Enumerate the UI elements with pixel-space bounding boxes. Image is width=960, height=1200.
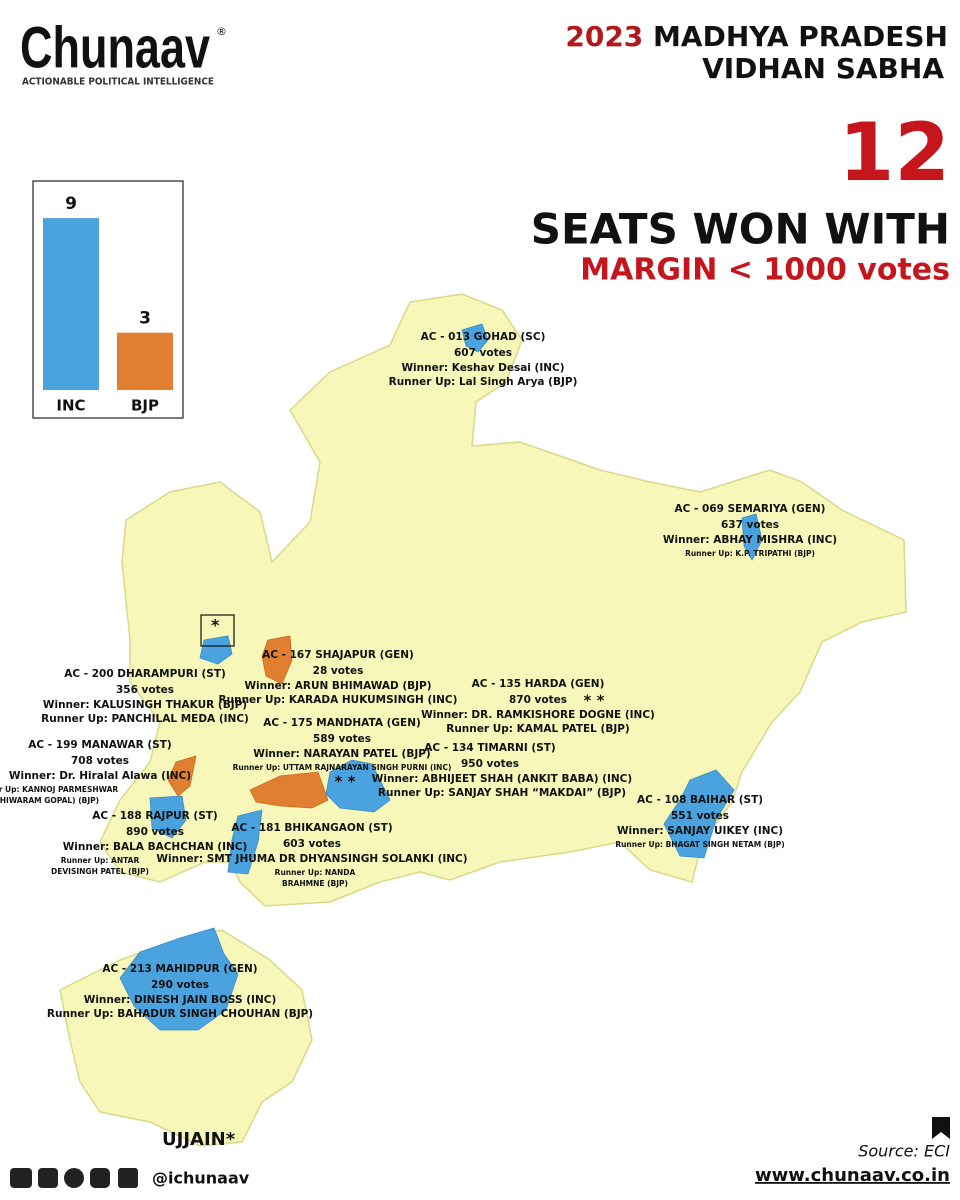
value-label: 3	[139, 309, 151, 329]
seat-shajapur	[261, 635, 293, 685]
seat-margin: 637 votes	[721, 519, 779, 531]
seat-runner-up: BRAHMNE (BJP)	[282, 879, 348, 888]
icon-instagram[interactable]	[90, 1168, 110, 1188]
seat-name: AC - 167 SHAJAPUR (GEN)	[262, 649, 414, 661]
seat-bhikangaon	[227, 809, 263, 875]
seat-margin: 551 votes	[671, 810, 729, 822]
seat-winner: Winner: DINESH JAIN BOSS (INC)	[84, 994, 277, 1006]
seat-margin: 356 votes	[116, 684, 174, 696]
seat-name: AC - 135 HARDA (GEN)	[472, 678, 605, 690]
value-label: 9	[65, 194, 77, 214]
seat-runner-up: Runner Up: PANCHILAL MEDA (INC)	[41, 713, 249, 725]
seat-winner: Winner: SMT JHUMA DR DHYANSINGH SOLANKI …	[156, 853, 467, 865]
seat-name: AC - 108 BAIHAR (ST)	[637, 794, 763, 806]
seat-margin: 589 votes	[313, 733, 371, 745]
bar	[43, 218, 99, 390]
seat-name: AC - 199 MANAWAR (ST)	[28, 739, 171, 751]
seat-margin: 708 votes	[71, 755, 129, 767]
seat-runner-up: DEVISINGH PATEL (BJP)	[51, 867, 149, 876]
seat-winner: Winner: Keshav Desai (INC)	[401, 362, 564, 374]
seat-name: AC - 213 MAHIDPUR (GEN)	[102, 963, 257, 975]
seat-runner-up: Runner Up: K.P. TRIPATHI (BJP)	[685, 549, 815, 558]
seat-runner-up: Runner Up: NANDA	[275, 868, 356, 877]
harda-stars: * *	[584, 692, 605, 710]
seat-margin: 607 votes	[454, 347, 512, 359]
title-line1: 2023 MADHYA PRADESH	[565, 20, 948, 53]
seat-semariya	[741, 513, 763, 561]
map: * * * * *	[59, 293, 907, 1147]
seat-winner: Winner: KALUSINGH THAKUR (BJP)	[43, 699, 247, 711]
seat-runner-up: Runner Up: UTTAM RAJNARAYAN SINGH PURNI …	[233, 763, 452, 772]
seat-margin: 603 votes	[283, 838, 341, 850]
category-label: BJP	[131, 397, 159, 415]
seat-winner: Winner: BALA BACHCHAN (INC)	[63, 841, 248, 853]
seat-margin: 950 votes	[461, 758, 519, 770]
seat-runner-up: Runner Up: ANTAR	[61, 856, 140, 865]
seat-winner: Winner: Dr. Hiralal Alawa (INC)	[9, 770, 191, 782]
headline-line1: SEATS WON WITH	[531, 205, 950, 254]
seat-rajpur	[149, 795, 187, 839]
seat-name: AC - 175 MANDHATA (GEN)	[263, 717, 421, 729]
seat-winner: Winner: SANJAY UIKEY (INC)	[617, 825, 783, 837]
map-stars: * *	[335, 773, 356, 791]
seat-runner-up: Runner Up: BHAGAT SINGH NETAM (BJP)	[615, 840, 784, 849]
box-star: *	[211, 616, 220, 635]
seat-winner: Winner: NARAYAN PATEL (BJP)	[253, 748, 431, 760]
bookmark-icon	[932, 1117, 950, 1139]
seat-mahidpur	[119, 927, 239, 1031]
highlight-box	[200, 614, 235, 647]
brand: Chunaav	[20, 15, 210, 80]
seat-runner-up: Runner Up: SANJAY SHAH “MAKDAI” (BJP)	[378, 787, 626, 799]
title-line2: VIDHAN SABHA	[702, 52, 944, 85]
seat-name: AC - 069 SEMARIYA (GEN)	[675, 503, 826, 515]
seat-runner-up: Runner Up: KARADA HUKUMSINGH (INC)	[219, 694, 458, 706]
seat-runner-up: (SHIWARAM GOPAL) (BJP)	[0, 796, 99, 805]
seat-winner: Winner: DR. RAMKISHORE DOGNE (INC)	[421, 709, 655, 721]
headline-line2: MARGIN < 1000 votes	[580, 253, 950, 288]
seat-winner: Winner: ABHIJEET SHAH (ANKIT BABA) (INC)	[372, 773, 632, 785]
handle: @ichunaav	[152, 1169, 250, 1188]
social-icons	[10, 1168, 138, 1188]
seat-margin: 870 votes	[509, 694, 567, 706]
icon-youtube[interactable]	[10, 1168, 32, 1188]
icon-x[interactable]	[38, 1168, 58, 1188]
seat-dharampuri	[199, 635, 233, 665]
seat-name: AC - 013 GOHAD (SC)	[421, 331, 546, 343]
seat-runner-up: Runner Up: BAHADUR SINGH CHOUHAN (BJP)	[47, 1008, 313, 1020]
seat-name: AC - 181 BHIKANGAON (ST)	[231, 822, 392, 834]
seat-margin: 290 votes	[151, 979, 209, 991]
seat-runner-up: Runner Up: Lal Singh Arya (BJP)	[389, 376, 578, 388]
seat-timarni	[325, 759, 391, 813]
seat-count: 12	[839, 106, 950, 199]
state-outline	[99, 293, 907, 907]
website[interactable]: www.chunaav.co.in	[755, 1165, 950, 1186]
seat-gohad	[461, 323, 489, 353]
seat-manawar	[167, 755, 197, 797]
seat-margin: 890 votes	[126, 826, 184, 838]
seat-margin: 28 votes	[313, 665, 364, 677]
seat-mandhata	[249, 771, 329, 809]
bjp-seats	[167, 635, 329, 809]
icon-linkedin[interactable]	[118, 1168, 138, 1188]
bar	[117, 332, 173, 390]
icon-facebook[interactable]	[64, 1168, 84, 1188]
seat-runner-up: Runner Up: KAMAL PATEL (BJP)	[446, 723, 629, 735]
inc-seats	[119, 323, 763, 1031]
category-label: INC	[56, 397, 85, 415]
annotations: AC - 013 GOHAD (SC) 607 votes Winner: Kesh…	[0, 331, 837, 1020]
registered: ®	[216, 25, 227, 38]
bar-chart: 9 INC 3 BJP	[43, 194, 173, 415]
seat-winner: Winner: ARUN BHIMAWAD (BJP)	[244, 680, 431, 692]
seat-name: AC - 188 RAJPUR (ST)	[92, 810, 217, 822]
source: Source: ECI	[858, 1142, 950, 1161]
seat-name: AC - 134 TIMARNI (ST)	[424, 742, 555, 754]
seat-runner-up: Runner Up: KANNOJ PARMESHWAR	[0, 785, 118, 794]
inset-label: UJJAIN*	[162, 1129, 236, 1150]
seat-name: AC - 200 DHARAMPURI (ST)	[64, 668, 226, 680]
seat-baihar	[663, 769, 735, 859]
seat-winner: Winner: ABHAY MISHRA (INC)	[663, 534, 837, 546]
tagline: ACTIONABLE POLITICAL INTELLIGENCE	[22, 77, 214, 88]
